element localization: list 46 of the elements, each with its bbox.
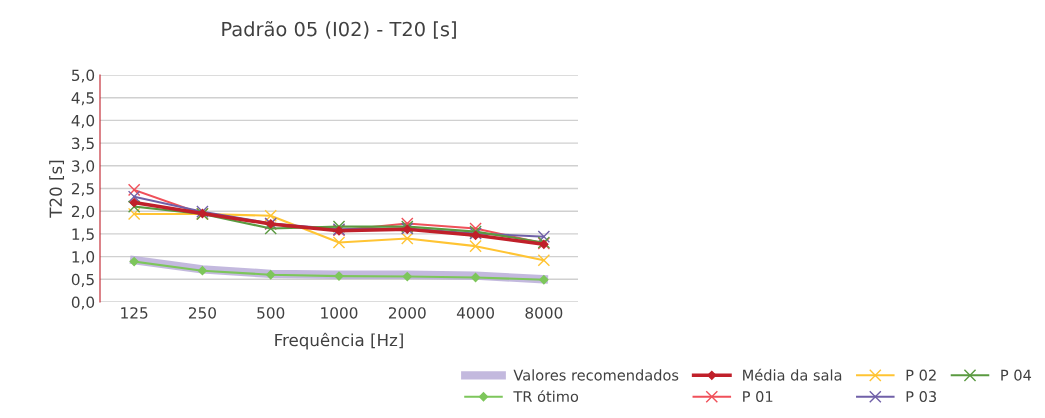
y-axis-title: T20 [s] xyxy=(49,160,65,218)
point xyxy=(127,190,141,203)
point xyxy=(127,200,141,213)
legend-label: TR ótimo xyxy=(513,390,579,403)
point xyxy=(127,207,141,221)
chart-title: Padrão 05 (I02) - T20 [s] xyxy=(222,21,456,39)
point xyxy=(332,236,346,249)
legend-label: P 02 xyxy=(906,369,936,381)
y-tick-label: 0,0 xyxy=(71,296,95,310)
y-tick-label: 4,0 xyxy=(71,114,95,128)
legend-label: P 04 xyxy=(1001,369,1032,381)
point xyxy=(537,253,551,267)
legend-label: Valores recomendados xyxy=(513,369,679,381)
point xyxy=(266,270,276,280)
x-tick-label: 2000 xyxy=(388,307,426,319)
y-tick-label: 5,0 xyxy=(72,69,95,83)
legend-label: P 01 xyxy=(743,391,773,403)
point xyxy=(539,275,549,285)
legend-label: P 03 xyxy=(906,391,937,403)
point xyxy=(129,197,139,208)
point xyxy=(402,271,412,282)
y-tick-label: 3,0 xyxy=(72,160,95,174)
x-tick-label: 8000 xyxy=(525,307,563,319)
x-tick-label: 4000 xyxy=(456,307,494,319)
x-tick-label: 250 xyxy=(188,307,216,319)
point xyxy=(401,232,414,245)
point xyxy=(470,272,481,283)
x-tick-label: 125 xyxy=(121,307,148,319)
point xyxy=(197,266,208,276)
y-tick-label: 3,5 xyxy=(72,137,94,151)
point xyxy=(469,239,482,253)
y-tick-label: 4,5 xyxy=(71,92,94,106)
point xyxy=(264,209,277,222)
y-tick-label: 1,0 xyxy=(72,251,95,265)
x-axis-title: Frequência [Hz] xyxy=(275,332,403,350)
y-tick-label: 0,5 xyxy=(71,273,94,287)
y-tick-label: 1,5 xyxy=(72,228,94,242)
y-tick-label: 2,0 xyxy=(71,205,95,219)
point xyxy=(537,230,551,243)
y-tick-label: 2,5 xyxy=(71,182,94,197)
point xyxy=(334,271,344,281)
legend-label: Média da sala xyxy=(743,368,842,381)
x-tick-label: 1000 xyxy=(321,307,358,319)
point xyxy=(129,256,139,267)
point xyxy=(127,183,141,197)
x-tick-label: 500 xyxy=(257,307,285,319)
